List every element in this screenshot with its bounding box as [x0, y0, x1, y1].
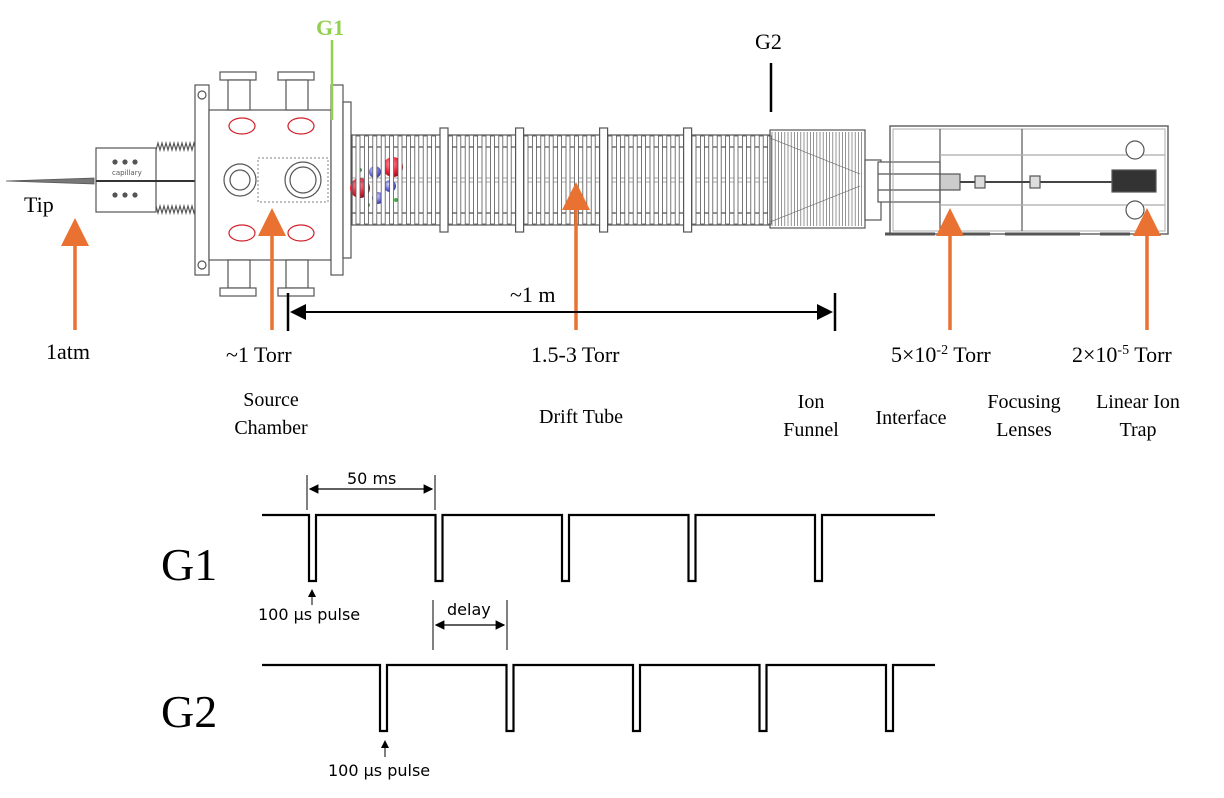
- distance-label: ~1 m: [510, 282, 556, 307]
- pressure-drift: 1.5-3 Torr: [531, 342, 620, 367]
- source-chamber-label-1: Source: [243, 389, 299, 411]
- drift-ring-electrode: [742, 135, 747, 225]
- g1-trace-label: G1: [161, 539, 217, 590]
- drift-ring-electrode: [355, 135, 361, 225]
- drift-ring-electrode: [456, 135, 462, 225]
- g1-pulse-label: 100 µs pulse: [258, 605, 360, 624]
- drift-ring-electrode: [447, 135, 453, 225]
- delay-label: delay: [447, 600, 491, 619]
- focusing-lenses-label-1: Focusing: [987, 391, 1060, 413]
- capillary-inlet: capillary: [95, 140, 210, 216]
- linear-ion-trap-rods: [1111, 169, 1157, 193]
- g1-trace: [262, 513, 935, 583]
- apparatus-labels: Tip 1atm ~1 Torr 1.5-3 Torr 5×10-2 Torr …: [24, 192, 1180, 441]
- source-chamber-label-2: Chamber: [234, 417, 308, 439]
- distance-bar: ~1 m: [286, 282, 837, 331]
- drift-ring-electrode: [481, 135, 487, 225]
- tip-needle: [5, 177, 95, 185]
- drift-ring-electrode: [380, 135, 386, 225]
- drift-ring-electrode: [691, 135, 697, 225]
- g1-gate-label: G1: [316, 15, 344, 40]
- drift-ring-electrode: [708, 135, 714, 225]
- drift-tube: [351, 127, 772, 233]
- drift-ring-electrode: [506, 135, 512, 225]
- drift-ring-electrode: [431, 135, 437, 225]
- gate-g1-marker: G1: [316, 15, 344, 120]
- drift-ring-electrode: [632, 135, 638, 225]
- drift-ring-electrode: [372, 135, 378, 225]
- drift-ring-electrode: [414, 135, 420, 225]
- drift-ring-electrode: [498, 135, 504, 225]
- drift-ring-electrode: [598, 127, 609, 233]
- drift-ring-electrode: [700, 135, 705, 225]
- drift-ring-electrode: [523, 135, 529, 225]
- gate-g2-marker: G2: [755, 29, 782, 112]
- drift-ring-electrode: [405, 135, 411, 225]
- drift-ring-electrode: [616, 135, 621, 225]
- drift-ring-electrode: [682, 127, 693, 233]
- drift-ring-electrode: [750, 135, 756, 225]
- pressure-1atm: 1atm: [46, 339, 90, 364]
- timing-diagram: 50 ms G1 100 µs pulse delay G2 100 µs pu…: [161, 469, 935, 780]
- g2-trace-label: G2: [161, 686, 217, 737]
- drift-tube-label: Drift Tube: [539, 406, 623, 428]
- g2-trace: [262, 663, 935, 733]
- pressure-interface: 5×10-2 Torr: [891, 342, 991, 367]
- drift-ring-electrode: [389, 135, 395, 225]
- focusing-lenses-label-2: Lenses: [996, 419, 1052, 441]
- drift-ring-electrode: [363, 135, 369, 225]
- drift-ring-electrode: [565, 135, 571, 225]
- capillary-label: capillary: [112, 169, 142, 177]
- g2-gate-label: G2: [755, 29, 782, 54]
- ion-funnel: [769, 129, 866, 229]
- trap-housing: [864, 125, 1169, 236]
- pressure-trap: 2×10-5 Torr: [1072, 342, 1172, 367]
- drift-ring-electrode: [514, 127, 525, 233]
- drift-ring-electrode: [758, 135, 764, 225]
- drift-ring-electrode: [649, 135, 655, 225]
- drift-ring-electrode: [473, 135, 479, 225]
- apparatus: capillary: [5, 71, 1169, 297]
- drift-ring-electrode: [624, 135, 630, 225]
- drift-ring-electrode: [557, 135, 562, 225]
- period-label: 50 ms: [347, 469, 396, 488]
- drift-ring-electrode: [674, 135, 680, 225]
- interface-label: Interface: [875, 407, 946, 429]
- g2-pulse-label: 100 µs pulse: [328, 761, 430, 780]
- drift-ring-electrode: [540, 135, 546, 225]
- tip-label: Tip: [24, 192, 54, 217]
- drift-ring-electrode: [590, 135, 596, 225]
- drift-ring-electrode: [464, 135, 470, 225]
- drift-ring-electrode: [666, 135, 672, 225]
- drift-ring-electrode: [532, 135, 537, 225]
- pressure-arrows: [61, 182, 1161, 330]
- drift-ring-electrode: [489, 135, 495, 225]
- drift-ring-electrode: [658, 135, 663, 225]
- drift-ring-electrode: [397, 135, 403, 225]
- drift-ring-electrode: [607, 135, 613, 225]
- drift-ring-electrode: [641, 135, 646, 225]
- drift-ring-electrode: [733, 135, 739, 225]
- linear-ion-trap-label-1: Linear Ion: [1096, 391, 1180, 413]
- drift-ring-electrode: [725, 135, 730, 225]
- drift-ring-electrode: [439, 127, 449, 233]
- drift-ring-electrode: [582, 135, 588, 225]
- ion-funnel-label-1: Ion: [798, 391, 825, 413]
- ion-funnel-label-2: Funnel: [783, 419, 839, 441]
- drift-ring-electrode: [548, 135, 554, 225]
- pressure-source: ~1 Torr: [226, 342, 292, 367]
- drift-ring-electrode: [422, 135, 428, 225]
- linear-ion-trap-label-2: Trap: [1119, 419, 1156, 441]
- drift-ring-electrode: [716, 135, 722, 225]
